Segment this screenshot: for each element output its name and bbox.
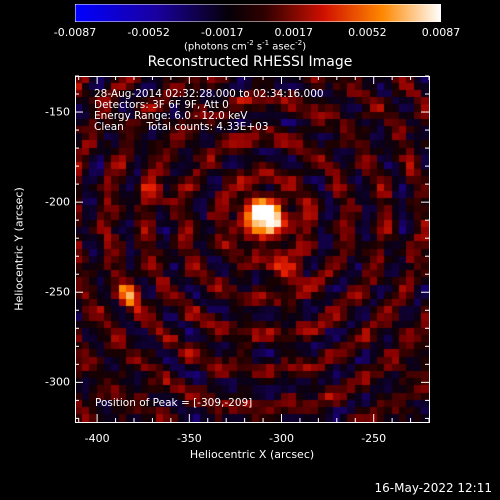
y-tick-label: -250 <box>45 285 70 299</box>
x-tick-label: -250 <box>361 432 387 445</box>
energy-range-text: Energy Range: 6.0 - 12.0 keV <box>94 110 248 122</box>
colorbar-tick-label: -0.0087 <box>53 26 97 39</box>
detectors-text: Detectors: 3F 6F 9F, Att 0 <box>94 99 229 111</box>
peak-position-text: Position of Peak = [-309,-209] <box>95 397 253 409</box>
colorbar-tick-label: 0.0017 <box>274 26 314 39</box>
chart-title: Reconstructed RHESSI Image <box>147 54 353 70</box>
timestamp: 16-May-2022 12:11 <box>374 481 492 495</box>
y-tick-label: -200 <box>45 195 70 209</box>
y-tick-label: -150 <box>45 105 70 119</box>
total-counts-text: Total counts: 4.33E+03 <box>146 121 269 133</box>
clean-label: Clean <box>94 121 124 133</box>
annotation-block: 28-Aug-2014 02:32:28.000 to 02:34:16.000… <box>94 89 324 133</box>
colorbar-tick-labels: -0.0087 -0.0052 -0.0017 0.0017 0.0052 0.0087 <box>0 26 500 40</box>
heatmap-image <box>75 76 429 422</box>
x-tick-label: -400 <box>84 432 110 445</box>
colorbar-gradient <box>75 4 441 22</box>
colorbar-tick-label: -0.0052 <box>127 26 170 39</box>
plot-frame <box>75 76 430 423</box>
y-tick-labels: -150 -200 -250 -300 <box>0 0 70 500</box>
x-tick-labels: -400 -350 -300 -250 <box>0 432 500 446</box>
clean-line: Clean Total counts: 4.33E+03 <box>94 122 324 133</box>
colorbar-units: (photons cm-2 s-1 asec-2) <box>184 39 307 53</box>
x-axis-label: Heliocentric X (arcsec) <box>189 448 315 461</box>
x-tick-label: -300 <box>269 432 294 445</box>
colorbar-tick-label: -0.0017 <box>201 26 244 39</box>
x-tick-label: -350 <box>176 432 202 445</box>
colorbar-tick-label: 0.0052 <box>348 26 387 39</box>
y-tick-label: -300 <box>45 375 70 389</box>
time-range-text: 28-Aug-2014 02:32:28.000 to 02:34:16.000 <box>94 88 324 100</box>
colorbar <box>75 4 441 22</box>
colorbar-tick-label: 0.0087 <box>421 26 461 39</box>
y-axis-label: Heliocentric Y (arcsec) <box>12 187 26 311</box>
